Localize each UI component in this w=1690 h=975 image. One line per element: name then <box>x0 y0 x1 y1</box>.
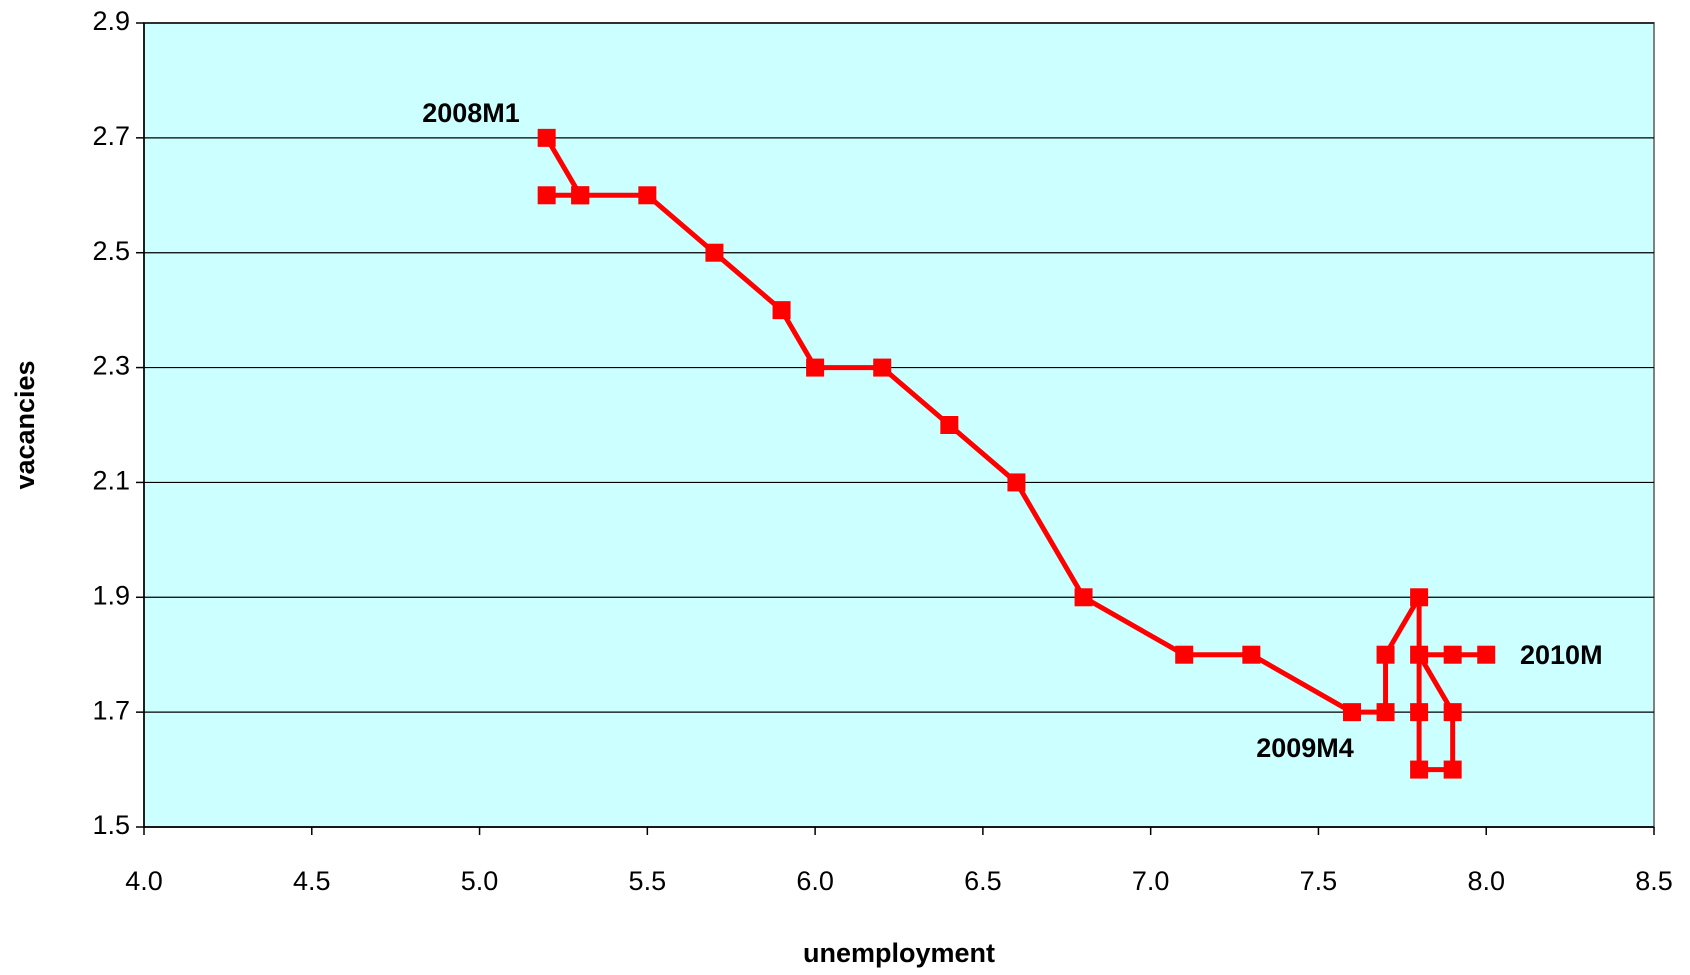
y-tick-label: 2.7 <box>92 121 130 151</box>
annotation: 2010M <box>1520 640 1603 670</box>
marker <box>1376 703 1395 722</box>
marker <box>1410 588 1429 607</box>
x-tick-label: 6.5 <box>964 866 1002 896</box>
x-tick-label: 7.5 <box>1300 866 1338 896</box>
marker <box>1410 760 1429 779</box>
marker <box>772 301 791 320</box>
marker <box>1007 473 1026 492</box>
x-tick-label: 4.0 <box>125 866 163 896</box>
marker <box>873 358 892 377</box>
y-axis-label: vacancies <box>10 360 40 489</box>
y-tick-label: 2.9 <box>92 6 130 36</box>
x-axis-label: unemployment <box>803 938 995 968</box>
marker <box>940 416 959 434</box>
marker <box>537 186 556 205</box>
marker <box>1376 645 1395 664</box>
y-tick-label: 1.9 <box>92 580 130 610</box>
annotation: 2009M4 <box>1256 733 1354 763</box>
y-tick-label: 1.7 <box>92 695 130 725</box>
marker <box>1242 645 1261 664</box>
x-tick-label: 6.0 <box>796 866 834 896</box>
y-tick-label: 2.1 <box>92 466 130 496</box>
x-tick-label: 5.0 <box>461 866 499 896</box>
x-tick-label: 8.0 <box>1467 866 1505 896</box>
marker <box>1410 703 1429 722</box>
marker <box>1443 760 1462 779</box>
marker <box>1443 703 1462 722</box>
annotation: 2008M1 <box>422 98 520 128</box>
marker <box>705 243 724 262</box>
marker <box>1175 645 1194 664</box>
y-tick-label: 1.5 <box>92 810 130 840</box>
marker <box>571 186 590 205</box>
marker <box>1410 645 1429 664</box>
x-tick-label: 7.0 <box>1132 866 1170 896</box>
y-tick-label: 2.3 <box>92 351 130 381</box>
marker <box>806 358 825 377</box>
x-tick-label: 4.5 <box>293 866 331 896</box>
marker <box>537 128 556 147</box>
marker <box>1343 703 1361 722</box>
marker <box>638 186 657 205</box>
plot-area <box>143 22 1655 828</box>
x-tick-label: 8.5 <box>1635 866 1673 896</box>
marker <box>1477 645 1496 664</box>
marker <box>1443 645 1462 664</box>
y-tick-label: 2.5 <box>92 236 130 266</box>
x-tick-label: 5.5 <box>629 866 667 896</box>
marker <box>1074 588 1093 607</box>
